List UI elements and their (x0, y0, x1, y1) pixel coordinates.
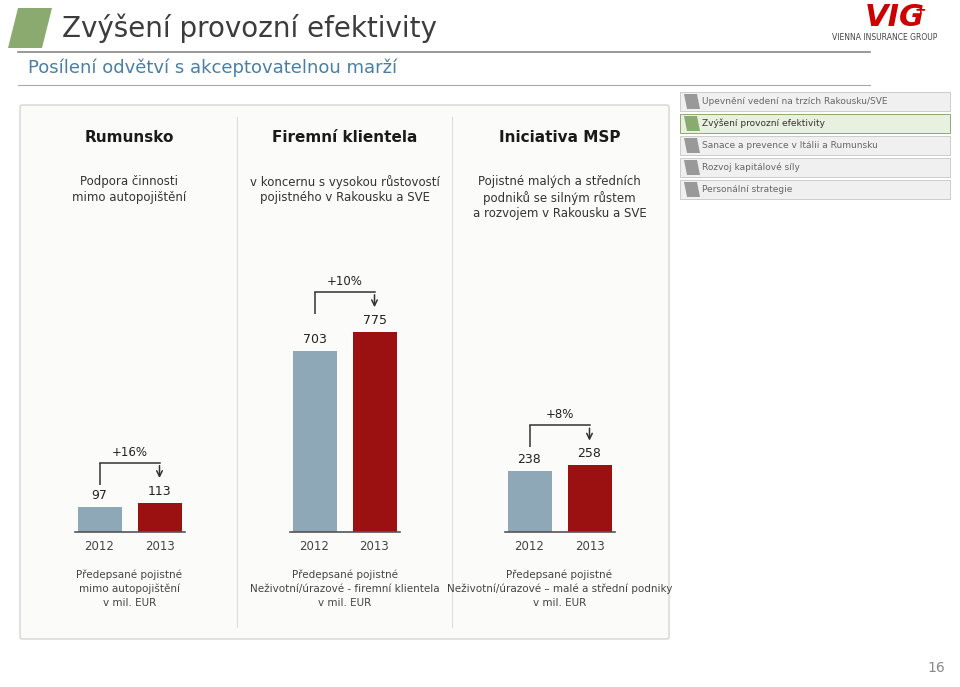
Text: VIG: VIG (865, 3, 925, 32)
FancyBboxPatch shape (20, 105, 669, 639)
Bar (352, 332, 396, 532)
Bar (78, 507, 122, 532)
Text: Personální strategie: Personální strategie (702, 185, 792, 194)
Polygon shape (684, 94, 700, 109)
Text: 258: 258 (578, 447, 601, 460)
Text: v mil. EUR: v mil. EUR (103, 598, 156, 608)
Text: +16%: +16% (111, 446, 148, 459)
Text: 2012: 2012 (84, 540, 114, 553)
Text: Iniciativa MSP: Iniciativa MSP (499, 130, 620, 144)
Text: +8%: +8% (545, 408, 574, 421)
Text: Zvýšení provozní efektivity: Zvýšení provozní efektivity (702, 119, 825, 128)
Text: mimo autopojištění: mimo autopojištění (79, 584, 180, 594)
Polygon shape (684, 182, 700, 197)
Polygon shape (684, 138, 700, 153)
Text: a rozvojem v Rakousku a SVE: a rozvojem v Rakousku a SVE (472, 207, 646, 221)
Bar (137, 503, 181, 532)
Text: +10%: +10% (326, 275, 363, 288)
Text: 113: 113 (148, 485, 171, 498)
Text: Posílení odvětví s akceptovatelnou marží: Posílení odvětví s akceptovatelnou marží (28, 59, 397, 77)
Polygon shape (8, 8, 52, 48)
Text: 238: 238 (517, 453, 541, 466)
Polygon shape (684, 160, 700, 175)
Text: +: + (914, 3, 925, 17)
Text: Rozvoj kapitálové síly: Rozvoj kapitálové síly (702, 163, 800, 172)
Text: 2013: 2013 (145, 540, 175, 553)
Text: Předepsané pojistné: Předepsané pojistné (292, 570, 397, 581)
Bar (293, 350, 337, 532)
Text: 2012: 2012 (300, 540, 329, 553)
Text: v koncernu s vysokou růstovostí: v koncernu s vysokou růstovostí (250, 175, 440, 189)
Text: Sanace a prevence v Itálii a Rumunsku: Sanace a prevence v Itálii a Rumunsku (702, 141, 877, 150)
Text: Zvýšení provozní efektivity: Zvýšení provozní efektivity (62, 13, 437, 43)
Bar (680, 114, 950, 133)
Text: mimo autopojištění: mimo autopojištění (72, 192, 186, 205)
Text: Předepsané pojistné: Předepsané pojistné (507, 570, 612, 581)
Text: podniků se silným růstem: podniků se silným růstem (483, 191, 636, 205)
Text: 2013: 2013 (575, 540, 605, 553)
Bar (680, 158, 950, 177)
Text: Neživotní/úrazové – malé a střední podniky: Neživotní/úrazové – malé a střední podni… (446, 584, 672, 594)
Text: Neživotní/úrazové - firemní klientela: Neživotní/úrazové - firemní klientela (250, 584, 440, 594)
Bar (680, 180, 950, 199)
Text: 16: 16 (927, 661, 945, 675)
Bar (508, 471, 551, 532)
Text: 703: 703 (302, 333, 326, 346)
Text: Rumunsko: Rumunsko (84, 130, 174, 144)
Text: Podpora činnosti: Podpora činnosti (81, 175, 179, 188)
Bar (680, 136, 950, 155)
Text: 2013: 2013 (360, 540, 390, 553)
Bar (567, 465, 612, 532)
Polygon shape (684, 116, 700, 131)
Text: Pojistné malých a středních: Pojistné malých a středních (478, 175, 641, 188)
Text: Upevnění vedení na trzích Rakousku/SVE: Upevnění vedení na trzích Rakousku/SVE (702, 97, 887, 106)
Bar (680, 92, 950, 111)
Text: v mil. EUR: v mil. EUR (318, 598, 372, 608)
Text: pojistného v Rakousku a SVE: pojistného v Rakousku a SVE (259, 192, 429, 205)
Text: 2012: 2012 (515, 540, 544, 553)
Text: 775: 775 (363, 314, 387, 327)
Text: VIENNA INSURANCE GROUP: VIENNA INSURANCE GROUP (832, 34, 938, 43)
Text: v mil. EUR: v mil. EUR (533, 598, 587, 608)
Text: 97: 97 (91, 489, 108, 502)
Text: Firemní klientela: Firemní klientela (272, 130, 418, 144)
Text: Předepsané pojistné: Předepsané pojistné (77, 570, 182, 581)
